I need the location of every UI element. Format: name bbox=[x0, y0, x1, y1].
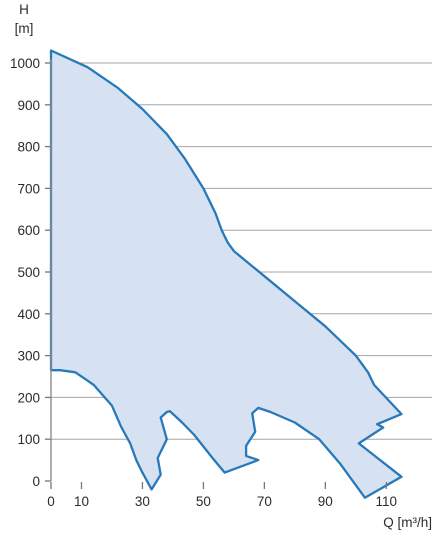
x-tick-label-10: 10 bbox=[74, 494, 89, 509]
axes-layer bbox=[45, 59, 387, 489]
x-tick-label-30: 30 bbox=[135, 494, 150, 509]
x-tick-label-70: 70 bbox=[257, 494, 272, 509]
y-tick-label-200: 200 bbox=[17, 390, 40, 405]
y-axis-title-line-0: H bbox=[19, 2, 29, 17]
x-axis-title: Q [m³/h] bbox=[383, 515, 432, 530]
y-tick-label-0: 0 bbox=[32, 474, 40, 489]
y-tick-label-500: 500 bbox=[17, 265, 40, 280]
y-tick-label-900: 900 bbox=[17, 98, 40, 113]
y-axis-title-line-1: [m] bbox=[15, 21, 34, 36]
x-tick-label-50: 50 bbox=[196, 494, 211, 509]
x-tick-label-110: 110 bbox=[376, 494, 398, 509]
labels-layer: 0 100 200 300 400 500 600 700 800 900 1000 0 10 30 50 7… bbox=[10, 2, 432, 530]
y-tick-label-600: 600 bbox=[17, 223, 40, 238]
operating-range-area-0 bbox=[49, 49, 403, 499]
y-tick-label-1000: 1000 bbox=[10, 56, 40, 71]
y-tick-label-400: 400 bbox=[17, 307, 40, 322]
y-tick-label-800: 800 bbox=[17, 140, 40, 155]
x-tick-label-90: 90 bbox=[318, 494, 333, 509]
envelope-layer bbox=[49, 49, 403, 499]
y-tick-label-700: 700 bbox=[17, 181, 40, 196]
y-tick-label-100: 100 bbox=[17, 432, 40, 447]
x-tick-label-0: 0 bbox=[47, 494, 55, 509]
y-tick-label-300: 300 bbox=[17, 349, 40, 364]
